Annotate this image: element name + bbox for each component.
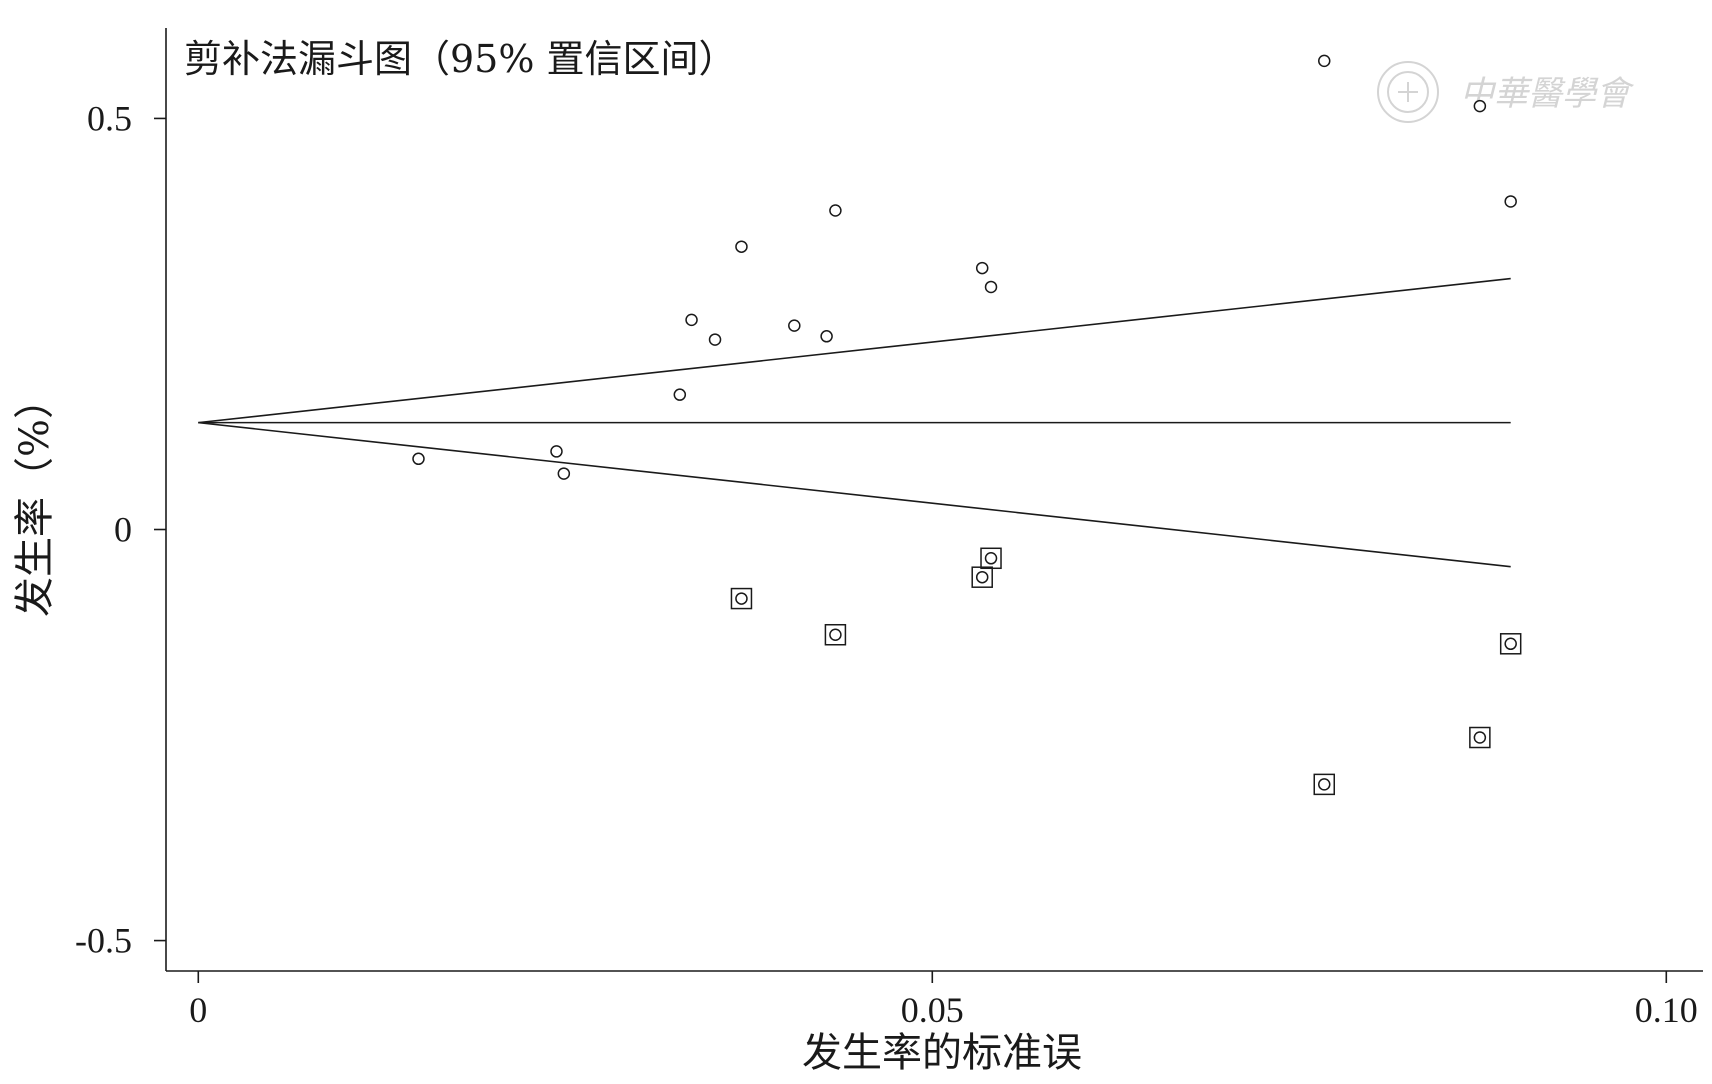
y-tick-label: -0.5 bbox=[75, 921, 132, 961]
chart-title: 剪补法漏斗图（95% 置信区间） bbox=[184, 37, 737, 81]
imputed-study-point bbox=[735, 592, 748, 605]
study-point bbox=[975, 261, 989, 275]
imputed-study-marker bbox=[1313, 773, 1336, 796]
imputed-study-marker bbox=[1469, 726, 1491, 749]
x-tick-label: 0.10 bbox=[1635, 990, 1698, 1030]
study-point bbox=[820, 330, 833, 343]
study-point bbox=[412, 452, 425, 466]
imputed-study-marker bbox=[1499, 633, 1522, 655]
imputed-study-point bbox=[829, 628, 842, 641]
study-point bbox=[735, 240, 748, 253]
y-tick-label: 0.5 bbox=[87, 98, 132, 138]
imputed-study-point bbox=[1504, 637, 1517, 651]
watermark-text: 中華醫學會 bbox=[1460, 74, 1635, 114]
imputed-study-marker bbox=[980, 547, 1002, 570]
study-point bbox=[708, 333, 722, 346]
imputed-study-marker bbox=[971, 566, 993, 588]
study-point bbox=[1504, 195, 1517, 208]
study-point bbox=[788, 319, 801, 332]
imputed-study-marker bbox=[824, 623, 847, 646]
upper-ci-line bbox=[198, 277, 1511, 424]
study-point bbox=[984, 280, 998, 294]
x-tick-label: 0.05 bbox=[901, 990, 964, 1030]
x-tick-label: 0 bbox=[189, 990, 207, 1030]
y-axis-ticks: 0.5 0 -0.5 bbox=[75, 98, 166, 961]
imputed-study-point bbox=[984, 552, 998, 565]
watermark: 中華醫學會 bbox=[1377, 61, 1635, 123]
study-point bbox=[1318, 54, 1331, 68]
study-point bbox=[557, 467, 571, 480]
study-point bbox=[1473, 99, 1487, 113]
x-axis-title: 发生率的标准误 bbox=[802, 1030, 1082, 1076]
imputed-study-point bbox=[1473, 731, 1487, 744]
observed-studies bbox=[412, 54, 1517, 480]
study-point bbox=[685, 313, 698, 327]
lower-ci-line bbox=[198, 421, 1511, 568]
y-axis-title: 发生率（%） bbox=[12, 379, 58, 617]
y-tick-label: 0 bbox=[114, 510, 132, 550]
funnel-lines bbox=[198, 277, 1511, 568]
imputed-study-point bbox=[1318, 778, 1331, 791]
seal-icon bbox=[1377, 61, 1439, 123]
imputed-study-point bbox=[975, 570, 989, 584]
study-point bbox=[829, 204, 842, 217]
study-point bbox=[673, 388, 687, 401]
imputed-study-marker bbox=[730, 587, 753, 610]
imputed-studies bbox=[730, 547, 1522, 796]
x-axis-ticks: 0 0.05 0.10 bbox=[189, 971, 1698, 1030]
study-point bbox=[550, 445, 563, 458]
